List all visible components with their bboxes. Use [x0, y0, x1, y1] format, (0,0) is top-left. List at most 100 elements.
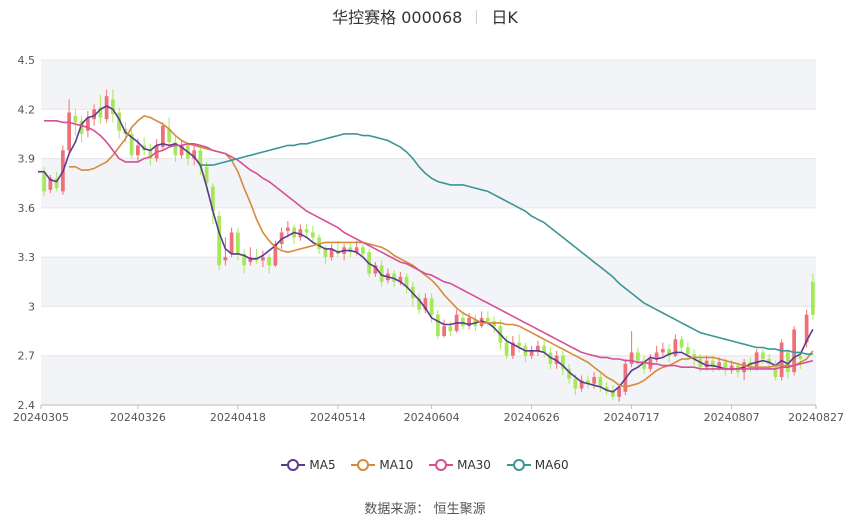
legend-item-ma5[interactable]: MA5 [281, 458, 336, 472]
candle [361, 244, 365, 258]
y-tick-label: 3 [28, 300, 35, 313]
stock-name: 华控赛格 000068 [332, 8, 463, 27]
moving-average-lines [37, 105, 814, 393]
candle [661, 342, 665, 356]
plot-bands [41, 60, 816, 405]
candle-body [598, 377, 603, 387]
candle-body [354, 247, 359, 253]
candle [517, 334, 521, 353]
candle [811, 273, 815, 320]
candle-body [517, 342, 521, 346]
candle-body [429, 298, 434, 315]
candle-body [811, 281, 815, 315]
legend-item-ma30[interactable]: MA30 [429, 458, 491, 472]
candle [792, 326, 796, 376]
source-name: 恒生聚源 [433, 502, 486, 517]
candle-body [686, 347, 690, 355]
candle-body [179, 145, 184, 156]
candle-body [629, 352, 634, 364]
candle [129, 129, 134, 159]
candle [192, 143, 196, 166]
candle-body [223, 257, 228, 261]
ma-line-ma30 [44, 120, 814, 370]
candle-body [67, 112, 71, 151]
candle [223, 237, 228, 266]
candle [48, 175, 53, 194]
candle-body [729, 365, 734, 371]
candle-body [717, 362, 721, 368]
candle-body [767, 359, 771, 364]
candle-body [667, 349, 671, 356]
candle [117, 107, 121, 139]
candle-body [592, 377, 596, 384]
candle-body [692, 354, 696, 359]
candle-body [392, 273, 396, 282]
candle-body [636, 352, 640, 361]
candle [536, 340, 540, 356]
candle [761, 349, 765, 364]
plot-band [41, 355, 816, 405]
candle [292, 224, 296, 244]
candle [673, 334, 678, 358]
candle [348, 242, 353, 258]
candle [286, 221, 290, 238]
candle [311, 225, 315, 244]
candle [598, 373, 603, 392]
legend-item-ma60[interactable]: MA60 [506, 458, 569, 472]
data-source: 数据来源： 恒生聚源 [0, 498, 850, 517]
candle-body [167, 129, 171, 143]
candle [586, 375, 590, 389]
candle [304, 224, 309, 238]
x-tick-label: 20240514 [310, 411, 366, 424]
candle [167, 117, 171, 146]
y-tick-label: 4.5 [18, 54, 36, 67]
candle-body [323, 248, 328, 258]
candle-body [261, 257, 265, 261]
candle [217, 211, 221, 271]
candle-body [73, 115, 78, 123]
candle-body [561, 355, 565, 369]
candle [248, 247, 253, 266]
candle-body [192, 150, 196, 159]
candle-body [417, 298, 421, 310]
candle-body [48, 178, 53, 190]
candle-body [423, 298, 428, 310]
candle [173, 135, 178, 162]
x-tick-label: 20240807 [704, 411, 760, 424]
candle [236, 227, 240, 261]
candle-body [798, 355, 803, 359]
candle-body [286, 227, 290, 231]
candle-body [679, 339, 684, 348]
candle [442, 319, 446, 338]
legend-item-ma10[interactable]: MA10 [351, 458, 413, 472]
legend-label: MA5 [309, 458, 336, 472]
x-tick-label: 20240717 [604, 411, 660, 424]
candles [42, 89, 815, 402]
title-separator [476, 10, 478, 24]
candle [448, 321, 453, 336]
candle [561, 350, 565, 376]
ma-line-ma5 [37, 105, 814, 393]
candle-body [79, 120, 84, 134]
candle-body [242, 253, 246, 266]
chart-title: 华控赛格 000068 日K [0, 4, 850, 28]
candle [111, 89, 115, 123]
candle [773, 360, 778, 381]
y-tick-label: 3.3 [18, 251, 36, 264]
candle-body [504, 342, 509, 356]
y-axis: 2.4 2.7 3 3.3 3.6 3.9 4.2 4.5 [18, 54, 36, 412]
candle-body [198, 150, 203, 167]
y-tick-label: 4.2 [18, 103, 36, 116]
candle [373, 262, 378, 277]
candle [329, 244, 334, 261]
candle-body [304, 229, 309, 233]
source-label: 数据来源： [364, 502, 430, 517]
candle [604, 382, 609, 396]
candle-body [211, 186, 215, 212]
candle-body [617, 386, 621, 397]
candle-body [761, 352, 765, 359]
candle [242, 248, 246, 274]
candle [529, 345, 534, 359]
candle [67, 99, 71, 154]
candle [267, 253, 271, 274]
